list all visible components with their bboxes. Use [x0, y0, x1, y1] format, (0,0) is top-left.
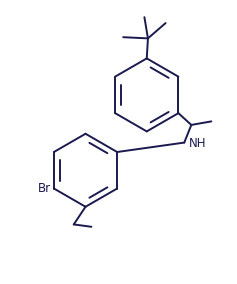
- Text: NH: NH: [188, 137, 206, 150]
- Text: Br: Br: [38, 182, 51, 195]
